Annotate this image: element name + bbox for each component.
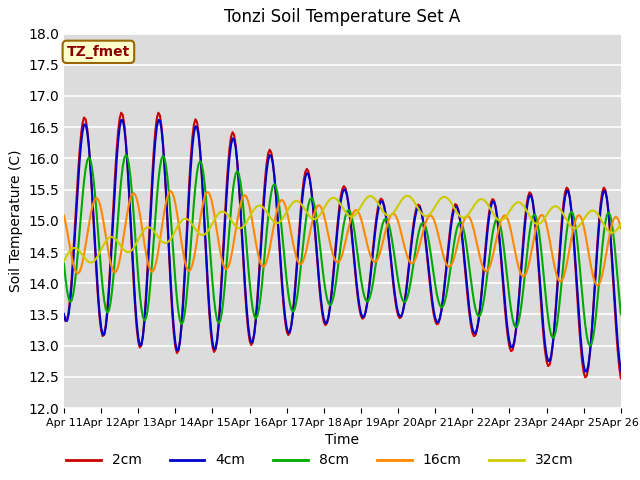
X-axis label: Time: Time	[325, 433, 360, 447]
Text: TZ_fmet: TZ_fmet	[67, 45, 130, 59]
Title: Tonzi Soil Temperature Set A: Tonzi Soil Temperature Set A	[224, 9, 461, 26]
Y-axis label: Soil Temperature (C): Soil Temperature (C)	[9, 150, 22, 292]
Legend: 2cm, 4cm, 8cm, 16cm, 32cm: 2cm, 4cm, 8cm, 16cm, 32cm	[61, 448, 579, 473]
